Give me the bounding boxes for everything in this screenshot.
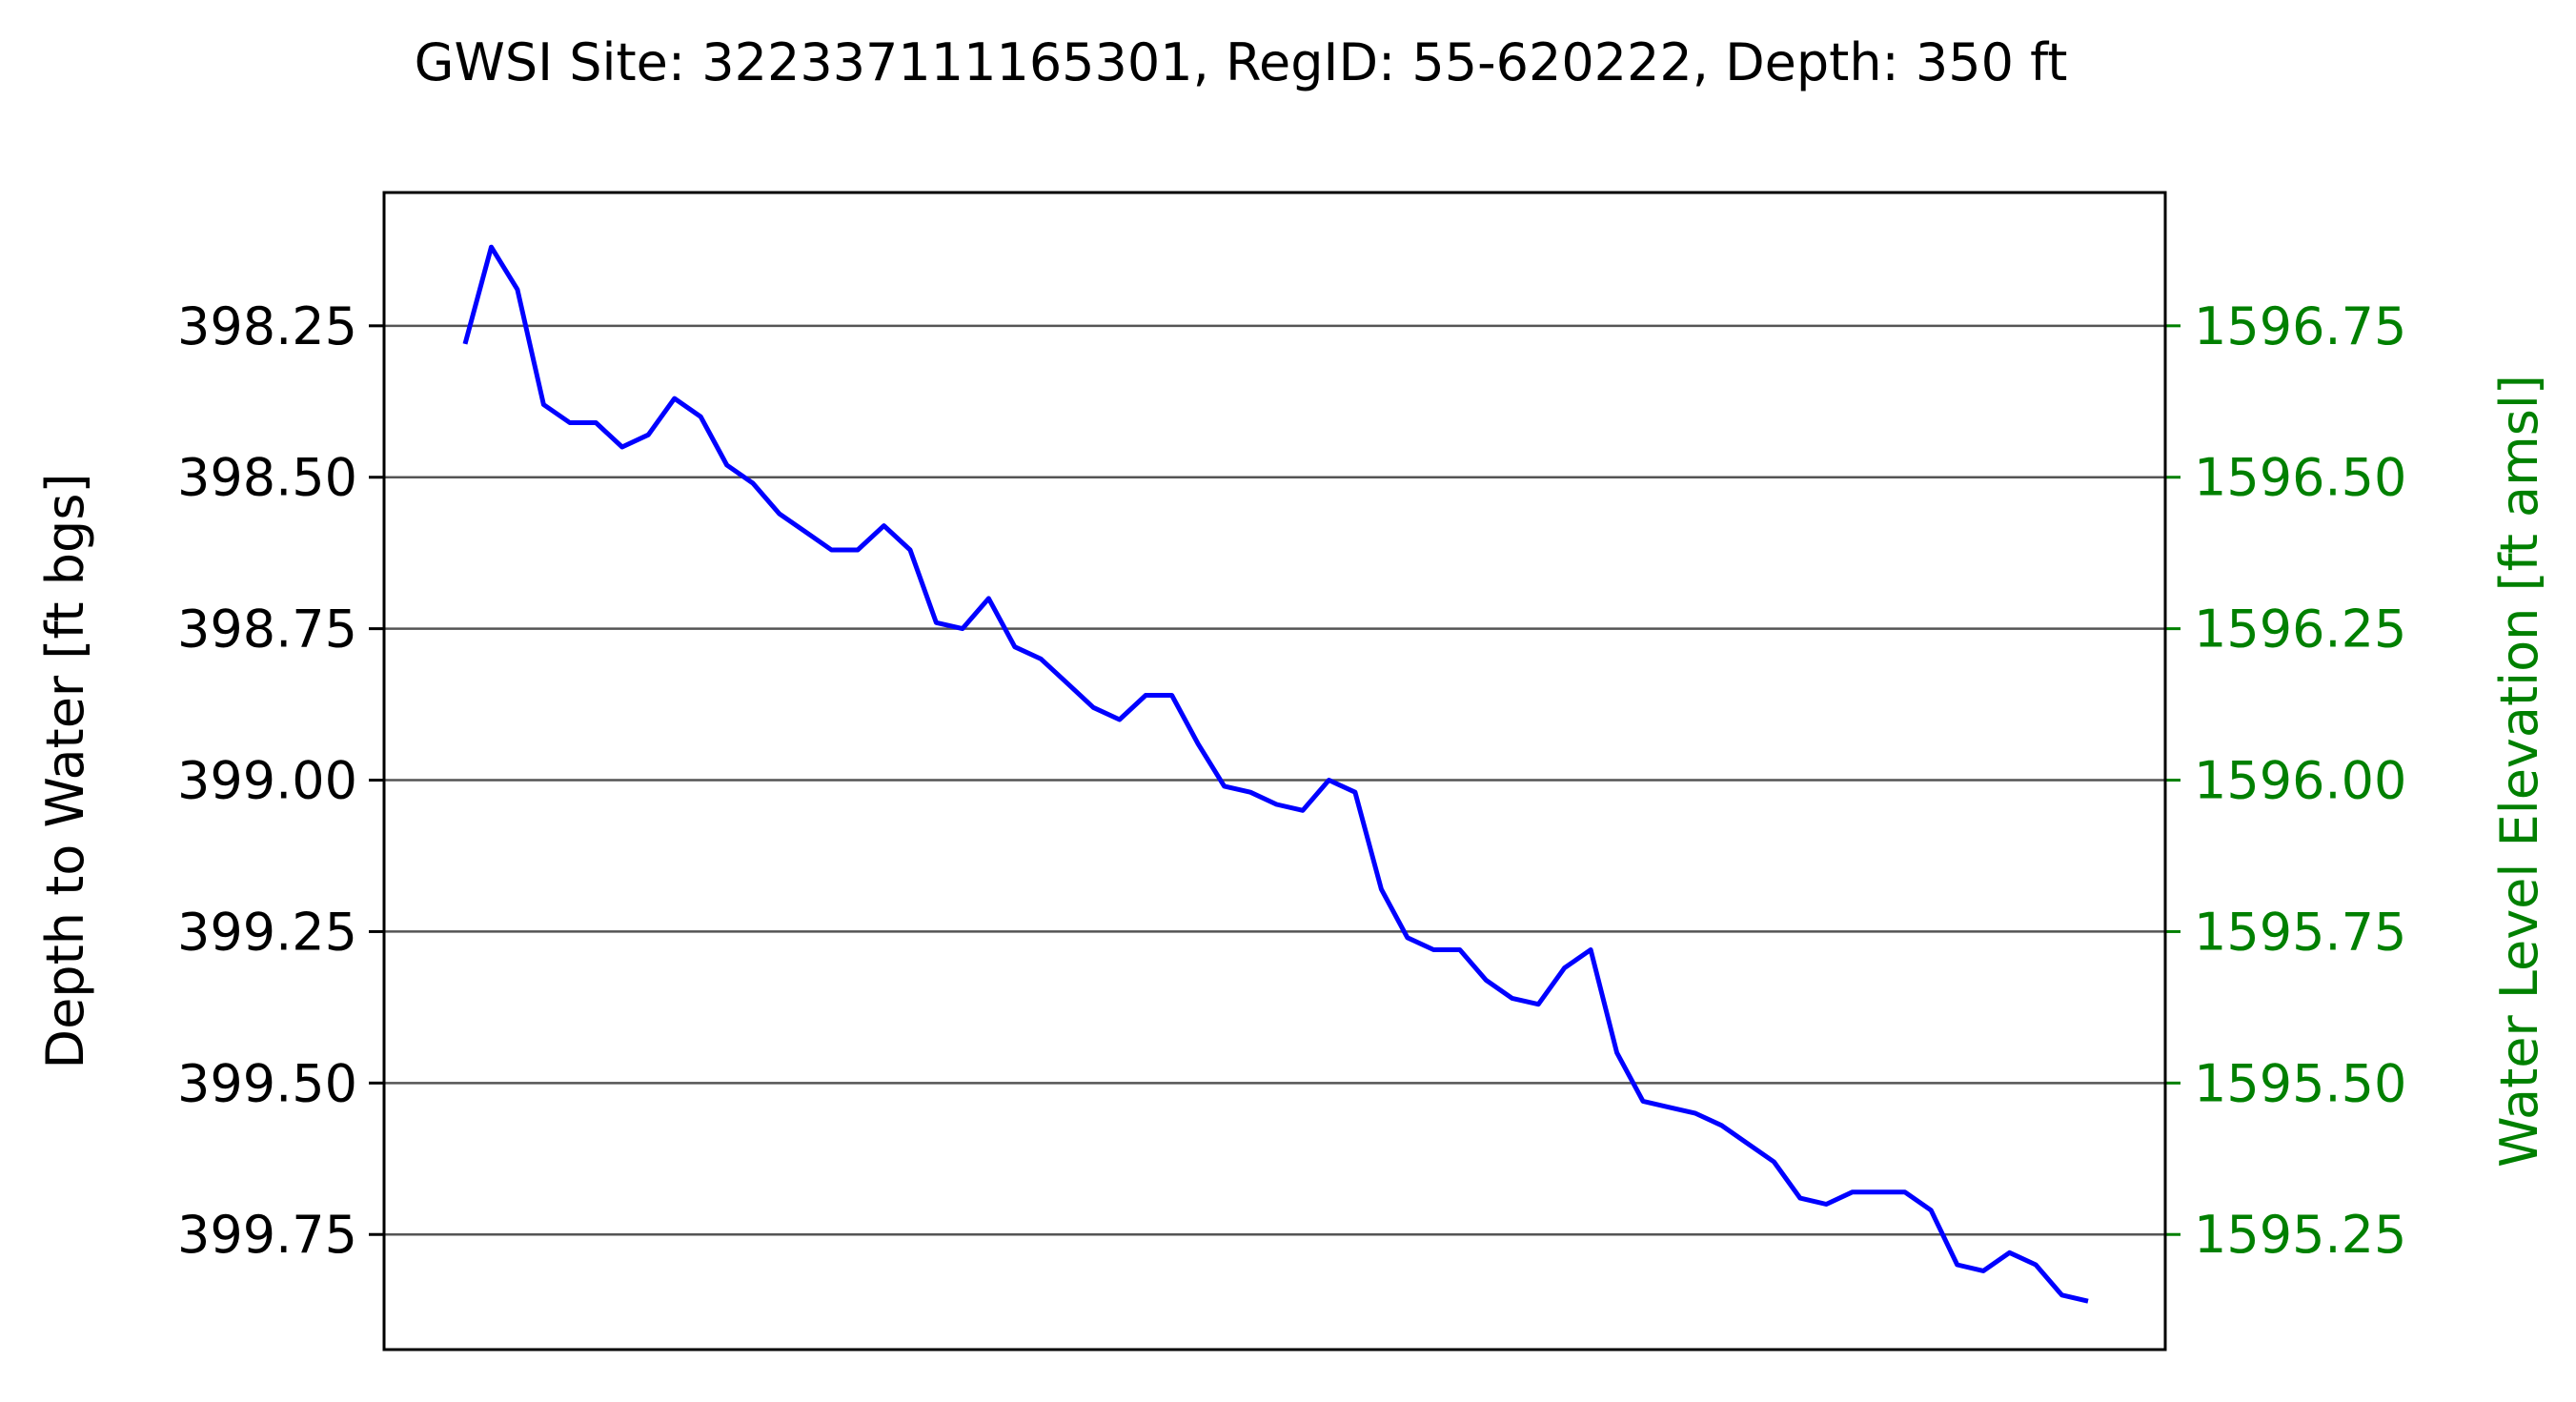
data-point [1928, 1208, 1934, 1213]
data-point [1274, 802, 1280, 807]
right-tick-label: 1596.75 [2194, 296, 2406, 356]
data-point [960, 626, 965, 632]
data-point [1797, 1195, 1803, 1201]
data-point [2059, 1292, 2065, 1298]
right-axis-label: Water Level Elevation [ft amsl] [2489, 375, 2549, 1168]
data-point [540, 402, 546, 408]
data-point [829, 547, 835, 553]
left-tick-label: 398.50 [177, 448, 357, 508]
data-point [1667, 1105, 1673, 1110]
left-tick-label: 398.75 [177, 599, 357, 660]
right-axis-ticks: 1596.75 1596.50 1596.25 1596.00 1595.75 1595.… [2165, 296, 2406, 1265]
right-tick-label: 1596.50 [2194, 448, 2406, 508]
data-point [1457, 947, 1463, 953]
data-point [1143, 693, 1148, 699]
data-point [462, 341, 468, 347]
data-point [1222, 783, 1227, 789]
data-point [619, 444, 625, 450]
data-point [1640, 1098, 1646, 1104]
data-point [1430, 947, 1436, 953]
left-tick-label: 399.50 [177, 1053, 357, 1113]
depth-series-line [462, 244, 2089, 1304]
data-point [1326, 778, 1331, 783]
right-tick-label: 1596.25 [2194, 599, 2406, 660]
data-point [1065, 681, 1070, 686]
data-point [882, 523, 887, 529]
data-point [1693, 1110, 1698, 1116]
data-point [1771, 1159, 1776, 1165]
data-point [489, 244, 495, 250]
data-point [1823, 1202, 1829, 1208]
data-point [1169, 693, 1175, 699]
data-point [1902, 1189, 1908, 1195]
data-point [1955, 1262, 1960, 1268]
data-point [1090, 704, 1096, 710]
data-point [1405, 935, 1410, 941]
data-point [1588, 947, 1593, 953]
data-point [777, 511, 782, 517]
data-point [1562, 965, 1568, 971]
data-point [1378, 886, 1384, 892]
data-point [1614, 1050, 1620, 1056]
data-point [750, 480, 756, 486]
data-point [1510, 995, 1515, 1001]
data-point [933, 620, 939, 625]
left-tick-label: 399.00 [177, 751, 357, 811]
data-point [1483, 977, 1489, 983]
plot-frame [382, 191, 2167, 1351]
data-point [855, 547, 861, 553]
data-point [985, 596, 991, 601]
data-point [672, 396, 678, 401]
right-tick-label: 1595.50 [2194, 1053, 2406, 1113]
grid-lines [384, 324, 2165, 1236]
left-tick-label: 398.25 [177, 296, 357, 356]
left-axis-label: Depth to Water [ft bgs] [35, 473, 95, 1068]
data-point [1352, 789, 1358, 795]
data-point [1876, 1189, 1881, 1195]
data-point [645, 432, 651, 437]
left-tick-label: 399.75 [177, 1205, 357, 1265]
data-point [907, 547, 913, 553]
data-point [1850, 1189, 1856, 1195]
data-point [1719, 1123, 1725, 1128]
data-point [1535, 1002, 1541, 1007]
data-point [567, 420, 573, 426]
data-point [698, 414, 703, 419]
data-point [1038, 656, 1044, 661]
data-point [2085, 1298, 2091, 1304]
data-point [593, 420, 598, 426]
data-point [515, 287, 520, 293]
data-point [2007, 1250, 2013, 1255]
data-point [1195, 741, 1201, 746]
data-point [724, 462, 730, 468]
data-point [2033, 1262, 2038, 1268]
right-tick-label: 1596.00 [2194, 751, 2406, 811]
data-point [1117, 717, 1123, 722]
left-tick-label: 399.25 [177, 902, 357, 962]
data-point [1012, 644, 1018, 650]
data-point [1300, 807, 1306, 813]
right-tick-label: 1595.25 [2194, 1205, 2406, 1265]
data-point [802, 529, 808, 535]
data-point [1980, 1268, 1986, 1273]
right-tick-label: 1595.75 [2194, 902, 2406, 962]
left-axis-ticks: 398.25 398.50 398.75 399.00 399.25 399.50 399.… [177, 296, 384, 1265]
data-point [1247, 789, 1253, 795]
data-point [1745, 1141, 1751, 1147]
chart-title: GWSI Site: 322337111165301, RegID: 55-62… [415, 32, 2068, 92]
